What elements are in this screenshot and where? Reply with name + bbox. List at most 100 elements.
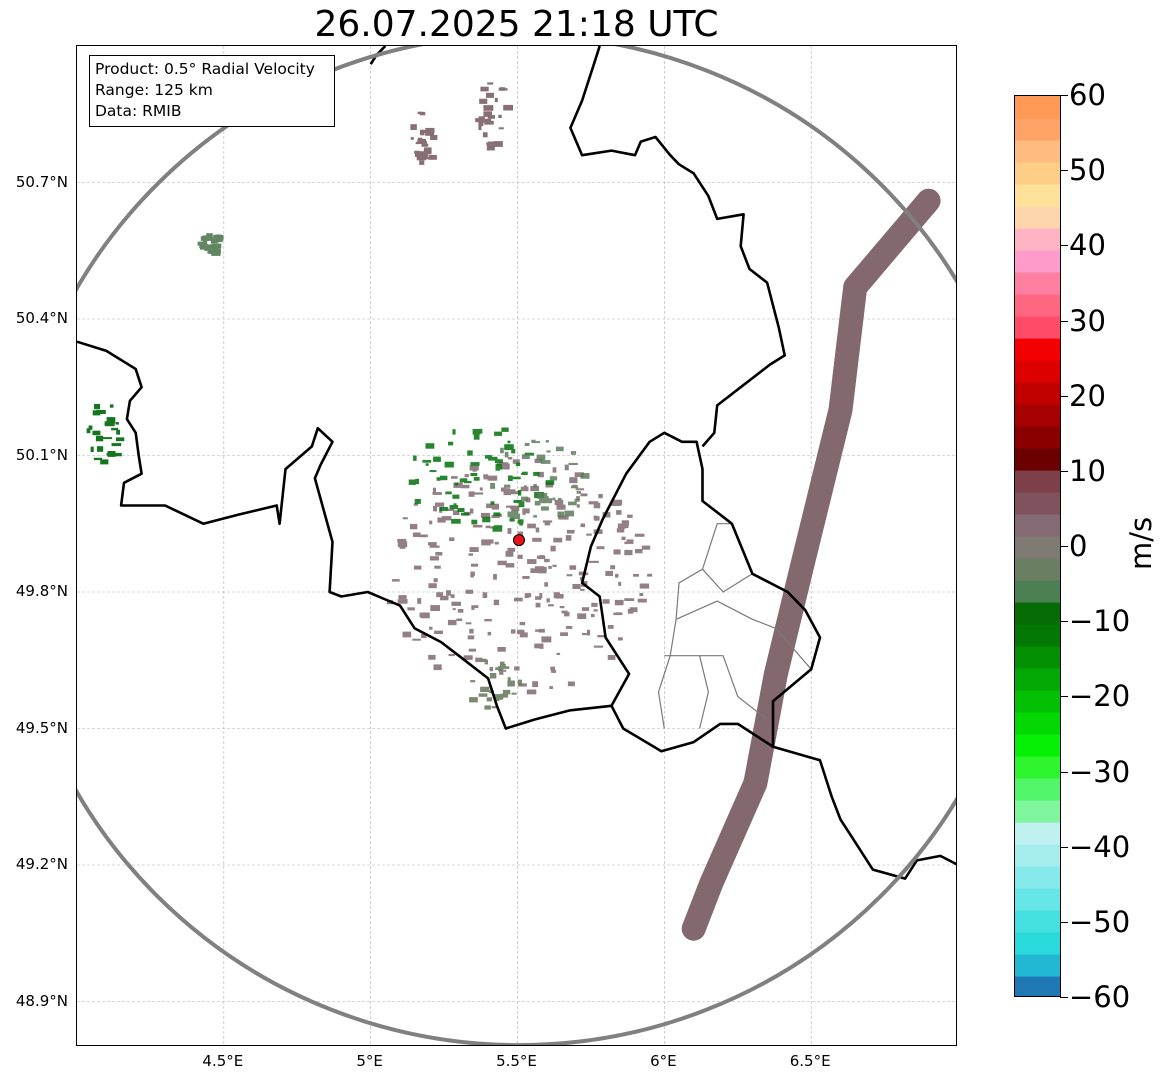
colorbar-segment — [1015, 668, 1060, 691]
colorbar-segment — [1015, 866, 1060, 889]
lat-tick-label: 50.1°N — [15, 445, 68, 464]
colorbar-segment — [1015, 470, 1060, 493]
colorbar-segment — [1015, 602, 1060, 625]
colorbar-segment — [1015, 690, 1060, 713]
colorbar-tick-label: 40 — [1069, 228, 1106, 263]
colorbar-segment — [1015, 888, 1060, 911]
colorbar-segment — [1015, 316, 1060, 339]
chart-title: 26.07.2025 21:18 UTC — [314, 4, 719, 45]
colorbar-tick — [1060, 696, 1068, 698]
colorbar-segment — [1015, 822, 1060, 845]
colorbar-tick-label: 50 — [1069, 153, 1106, 188]
colorbar-tick-label: 60 — [1069, 78, 1106, 112]
country-border — [77, 340, 956, 880]
colorbar-segment — [1015, 536, 1060, 559]
colorbar-segment — [1015, 844, 1060, 867]
colorbar-tick — [1060, 846, 1068, 848]
lon-tick-label: 5.5°E — [496, 1052, 537, 1070]
colorbar-segment — [1015, 206, 1060, 229]
colorbar-segment — [1015, 96, 1060, 119]
colorbar-tick — [1060, 921, 1068, 923]
colorbar-segment — [1015, 558, 1060, 581]
lon-tick-label: 6°E — [650, 1052, 677, 1070]
colorbar-segment — [1015, 162, 1060, 185]
colorbar-tick-label: −30 — [1069, 754, 1131, 789]
province-boundary — [657, 600, 812, 729]
lat-tick-label: 49.8°N — [15, 582, 68, 600]
colorbar-segment — [1015, 910, 1060, 933]
lat-tick-label: 50.4°N — [15, 309, 68, 327]
colorbar-segment — [1015, 404, 1060, 427]
colorbar-segment — [1015, 800, 1060, 823]
lon-tick-label: 5°E — [356, 1052, 383, 1070]
colorbar-segment — [1015, 492, 1060, 515]
colorbar-segment — [1015, 228, 1060, 251]
radar-map-canvas — [77, 46, 956, 1045]
lat-tick-label: 49.5°N — [15, 718, 68, 737]
colorbar-segment — [1015, 184, 1060, 207]
colorbar-tick-label: 20 — [1069, 378, 1106, 413]
colorbar-tick-label: 10 — [1069, 453, 1106, 488]
colorbar-tick-label: −20 — [1069, 679, 1131, 714]
lon-tick-label: 6.5°E — [789, 1052, 831, 1070]
colorbar-segment — [1015, 932, 1060, 955]
colorbar-tick-label: −50 — [1069, 904, 1131, 939]
province-boundary — [675, 568, 753, 620]
echo-region — [197, 233, 224, 256]
colorbar-segment — [1015, 382, 1060, 405]
colorbar-tick — [1060, 170, 1068, 172]
data-source-label: Data: RMIB — [95, 102, 182, 120]
country-border — [569, 46, 786, 448]
colorbar-tick-label: −40 — [1069, 829, 1131, 864]
radar-site-marker — [512, 534, 525, 547]
radar-map[interactable] — [76, 45, 957, 1046]
colorbar-segment — [1015, 294, 1060, 317]
colorbar-segment — [1015, 360, 1060, 383]
colorbar-segment — [1015, 646, 1060, 669]
colorbar-tick — [1060, 546, 1068, 547]
colorbar-segment — [1015, 778, 1060, 801]
colorbar-segment — [1015, 954, 1060, 977]
colorbar-segment — [1015, 624, 1060, 647]
province-boundary — [701, 523, 732, 570]
colorbar-segment — [1015, 712, 1060, 735]
product-info-box: Product: 0.5° Radial Velocity Range: 125… — [89, 55, 335, 127]
colorbar-segment — [1015, 734, 1060, 757]
echo-region — [490, 439, 590, 519]
echo-region — [86, 404, 125, 465]
echo-region — [386, 458, 653, 695]
colorbar-tick-label: 0 — [1069, 529, 1088, 563]
province-boundary — [664, 655, 768, 720]
velocity-colorbar — [1014, 95, 1061, 997]
country-border — [580, 431, 822, 747]
colorbar-segment — [1015, 272, 1060, 295]
colorbar-segment — [1015, 580, 1060, 603]
echo-band — [681, 188, 941, 941]
lon-tick-label: 4.5°E — [202, 1052, 244, 1070]
colorbar-tick — [1060, 470, 1068, 472]
colorbar-tick — [1060, 95, 1068, 96]
colorbar-tick — [1060, 997, 1068, 998]
colorbar-segment — [1015, 338, 1060, 361]
colorbar-tick — [1060, 621, 1068, 623]
colorbar-tick — [1060, 245, 1068, 247]
colorbar-segment — [1015, 756, 1060, 779]
echo-region — [475, 82, 513, 151]
colorbar-segment — [1015, 140, 1060, 163]
product-label: Product: 0.5° Radial Velocity — [95, 60, 315, 78]
lat-tick-label: 50.7°N — [15, 172, 68, 191]
lat-tick-label: 49.2°N — [15, 855, 68, 873]
colorbar-tick-label: −10 — [1069, 604, 1131, 639]
colorbar-segment — [1015, 250, 1060, 273]
lat-tick-label: 48.9°N — [15, 991, 68, 1010]
colorbar-segment — [1015, 118, 1060, 141]
colorbar-tick — [1060, 395, 1068, 397]
colorbar-tick — [1060, 771, 1068, 773]
colorbar-segment — [1015, 976, 1060, 996]
colorbar-segment — [1015, 448, 1060, 471]
echo-region — [469, 658, 522, 710]
colorbar-tick — [1060, 320, 1068, 322]
colorbar-segment — [1015, 426, 1060, 449]
colorbar-tick-label: 30 — [1069, 303, 1106, 338]
province-boundary — [699, 655, 710, 729]
